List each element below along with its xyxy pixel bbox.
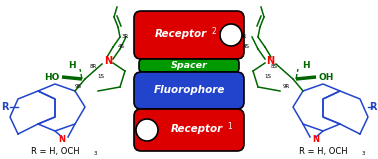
FancyBboxPatch shape <box>134 72 244 109</box>
FancyBboxPatch shape <box>139 59 239 72</box>
Text: N: N <box>104 56 112 66</box>
Text: HO: HO <box>44 73 60 82</box>
Text: 1S: 1S <box>264 75 271 80</box>
Text: 8S: 8S <box>271 65 278 69</box>
Text: R: R <box>369 102 377 112</box>
Text: 1S: 1S <box>97 75 104 80</box>
Text: 4S: 4S <box>118 44 125 48</box>
Text: Receptor: Receptor <box>155 29 207 39</box>
Text: 4S: 4S <box>243 44 250 48</box>
Text: H: H <box>68 62 76 70</box>
Text: 3: 3 <box>94 151 98 156</box>
Text: N: N <box>313 135 319 145</box>
Text: 8R: 8R <box>90 65 97 69</box>
FancyBboxPatch shape <box>134 11 244 59</box>
Text: 9R: 9R <box>283 84 290 90</box>
Text: OH: OH <box>318 73 334 82</box>
Text: N: N <box>266 56 274 66</box>
Circle shape <box>220 24 242 46</box>
Text: R: R <box>1 102 9 112</box>
Text: R = H, OCH: R = H, OCH <box>31 147 79 156</box>
Text: R = H, OCH: R = H, OCH <box>299 147 347 156</box>
Text: 3: 3 <box>362 151 366 156</box>
Circle shape <box>136 119 158 141</box>
Text: 9S: 9S <box>75 84 82 90</box>
Text: 3R: 3R <box>240 35 247 39</box>
Text: N: N <box>59 135 65 145</box>
Text: H: H <box>302 62 310 70</box>
Text: 1: 1 <box>227 122 232 131</box>
Text: Fluorophore: Fluorophore <box>153 85 225 95</box>
Text: 3R: 3R <box>122 35 129 39</box>
Text: Spacer: Spacer <box>170 61 208 69</box>
Text: Receptor: Receptor <box>171 124 223 134</box>
Text: 2: 2 <box>211 27 216 36</box>
FancyBboxPatch shape <box>134 109 244 151</box>
